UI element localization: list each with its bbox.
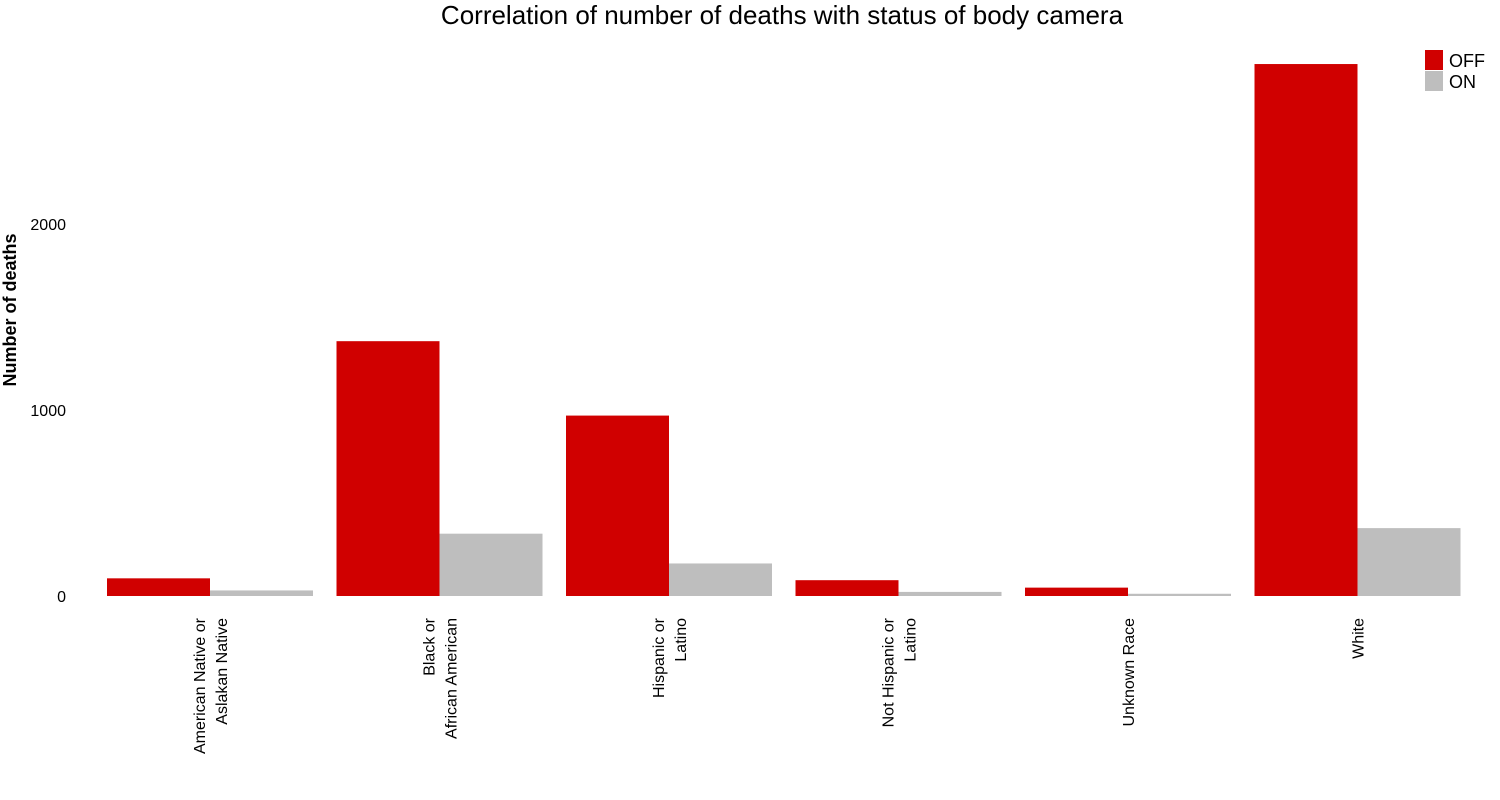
category-label: Black or African American [422, 617, 461, 739]
category-label: Hispanic or Latino [651, 617, 690, 698]
category-label-line: Hispanic or [651, 617, 668, 698]
category-label-line: African American [444, 618, 461, 739]
y-axis-ticks: 0 1000 2000 [30, 217, 66, 606]
legend-label-off: OFF [1449, 51, 1485, 71]
category-label-line: Latino [903, 618, 920, 662]
y-axis-label: Number of deaths [0, 233, 20, 386]
bar-on-3 [898, 591, 1002, 596]
bar-off-1 [336, 341, 440, 596]
category-label: White [1351, 618, 1368, 659]
y-tick-label: 1000 [30, 403, 66, 420]
chart-title: Correlation of number of deaths with sta… [441, 0, 1124, 30]
bar-off-2 [566, 415, 669, 596]
legend-label-on: ON [1449, 72, 1476, 92]
legend-swatch-on [1425, 71, 1443, 91]
category-label-line: Not Hispanic or [881, 617, 898, 727]
bar-off-3 [795, 580, 899, 596]
bar-off-5 [1254, 64, 1358, 597]
bar-on-4 [1128, 593, 1231, 596]
bars-group [107, 64, 1461, 597]
bar-off-0 [107, 578, 210, 596]
category-label: Unknown Race [1121, 618, 1138, 727]
bar-on-1 [439, 533, 543, 596]
category-label-line: Unknown Race [1121, 618, 1138, 727]
y-tick-label: 2000 [30, 217, 66, 234]
category-label-line: Latino [673, 618, 690, 662]
category-label: Not Hispanic or Latino [881, 617, 920, 727]
category-label: American Native or Aslakan Native [192, 617, 231, 754]
bar-off-4 [1025, 587, 1128, 596]
bar-on-0 [210, 590, 313, 596]
legend-swatch-off [1425, 50, 1443, 70]
bar-on-5 [1357, 528, 1461, 596]
y-tick-label: 0 [57, 589, 66, 606]
bar-on-2 [669, 563, 772, 596]
category-label-line: Black or [422, 617, 439, 675]
category-labels: American Native or Aslakan Native Black or… [192, 617, 1368, 754]
category-label-line: Aslakan Native [214, 618, 231, 725]
category-label-line: American Native or [192, 617, 209, 754]
category-label-line: White [1351, 618, 1368, 659]
